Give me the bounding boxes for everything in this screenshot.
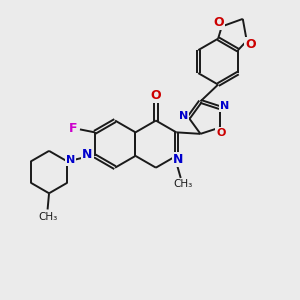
Text: O: O: [245, 38, 256, 51]
Text: N: N: [82, 148, 92, 161]
Text: N: N: [66, 155, 75, 165]
Text: CH₃: CH₃: [38, 212, 57, 222]
Text: N: N: [179, 111, 188, 121]
Text: N: N: [220, 101, 230, 111]
Text: O: O: [151, 89, 161, 102]
Text: CH₃: CH₃: [173, 179, 192, 190]
Text: N: N: [172, 153, 183, 166]
Text: O: O: [216, 128, 226, 138]
Text: O: O: [213, 16, 224, 29]
Text: F: F: [69, 122, 78, 135]
